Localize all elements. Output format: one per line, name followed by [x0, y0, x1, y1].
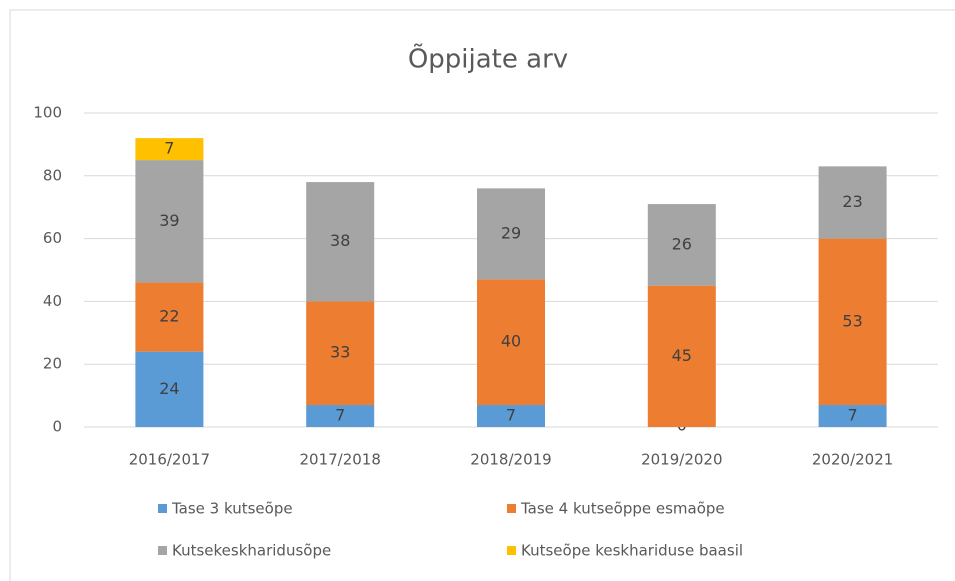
x-tick-label: 2018/2019: [470, 451, 551, 469]
legend-label: Tase 4 kutseõppe esmaõpe: [520, 500, 725, 518]
legend-marker: [158, 504, 167, 513]
data-label: 45: [672, 346, 692, 365]
legend-marker: [158, 546, 167, 555]
bar-segment: [135, 160, 204, 283]
data-label: 7: [506, 406, 516, 425]
x-tick-label: 2016/2017: [129, 451, 210, 469]
y-tick-label: 0: [52, 418, 62, 436]
bar-segment: [135, 351, 204, 427]
bar-segment: [818, 166, 887, 239]
bar-segment: [818, 238, 887, 406]
bar-segment: [477, 188, 545, 280]
legend-label: Tase 3 kutseõpe: [171, 500, 293, 518]
bar-segment: [477, 279, 545, 406]
data-label: 7: [848, 406, 858, 425]
bar-segment: [306, 301, 375, 406]
data-label: 33: [330, 343, 350, 362]
data-label: 53: [842, 311, 862, 330]
x-tick-label: 2017/2018: [299, 451, 380, 469]
bar-segment: [647, 204, 716, 286]
y-tick-label: 80: [43, 166, 62, 184]
x-tick-label: 2019/2020: [641, 451, 722, 469]
y-tick-label: 40: [43, 292, 62, 310]
bar-segment: [818, 405, 887, 427]
legend-label: Kutsekeskharidusõpe: [172, 542, 331, 560]
legend-marker: [507, 504, 516, 513]
bar-segment: [306, 405, 375, 427]
chart-title: Õppijate arv: [408, 43, 568, 75]
y-tick-label: 20: [43, 355, 62, 373]
data-label: 40: [501, 332, 521, 351]
legend-marker: [507, 546, 516, 555]
y-tick-label: 100: [33, 104, 62, 122]
x-tick-label: 2020/2021: [812, 451, 893, 469]
data-label: 23: [842, 192, 862, 211]
bar-segment: [647, 285, 716, 427]
legend-label: Kutseõpe keskhariduse baasil: [521, 542, 743, 560]
bar-segment: [135, 138, 204, 161]
data-label: 7: [335, 406, 345, 425]
bar-segment: [135, 282, 204, 352]
data-label: 29: [501, 223, 521, 242]
bar-segment: [477, 405, 545, 427]
y-tick-label: 60: [43, 229, 62, 247]
data-label: 22: [159, 307, 179, 326]
data-label: 26: [672, 234, 692, 253]
data-label: 38: [330, 231, 350, 250]
data-label: 24: [159, 379, 179, 398]
data-label: 39: [159, 211, 179, 230]
bar-segment: [306, 182, 375, 302]
data-label: 7: [164, 139, 174, 158]
